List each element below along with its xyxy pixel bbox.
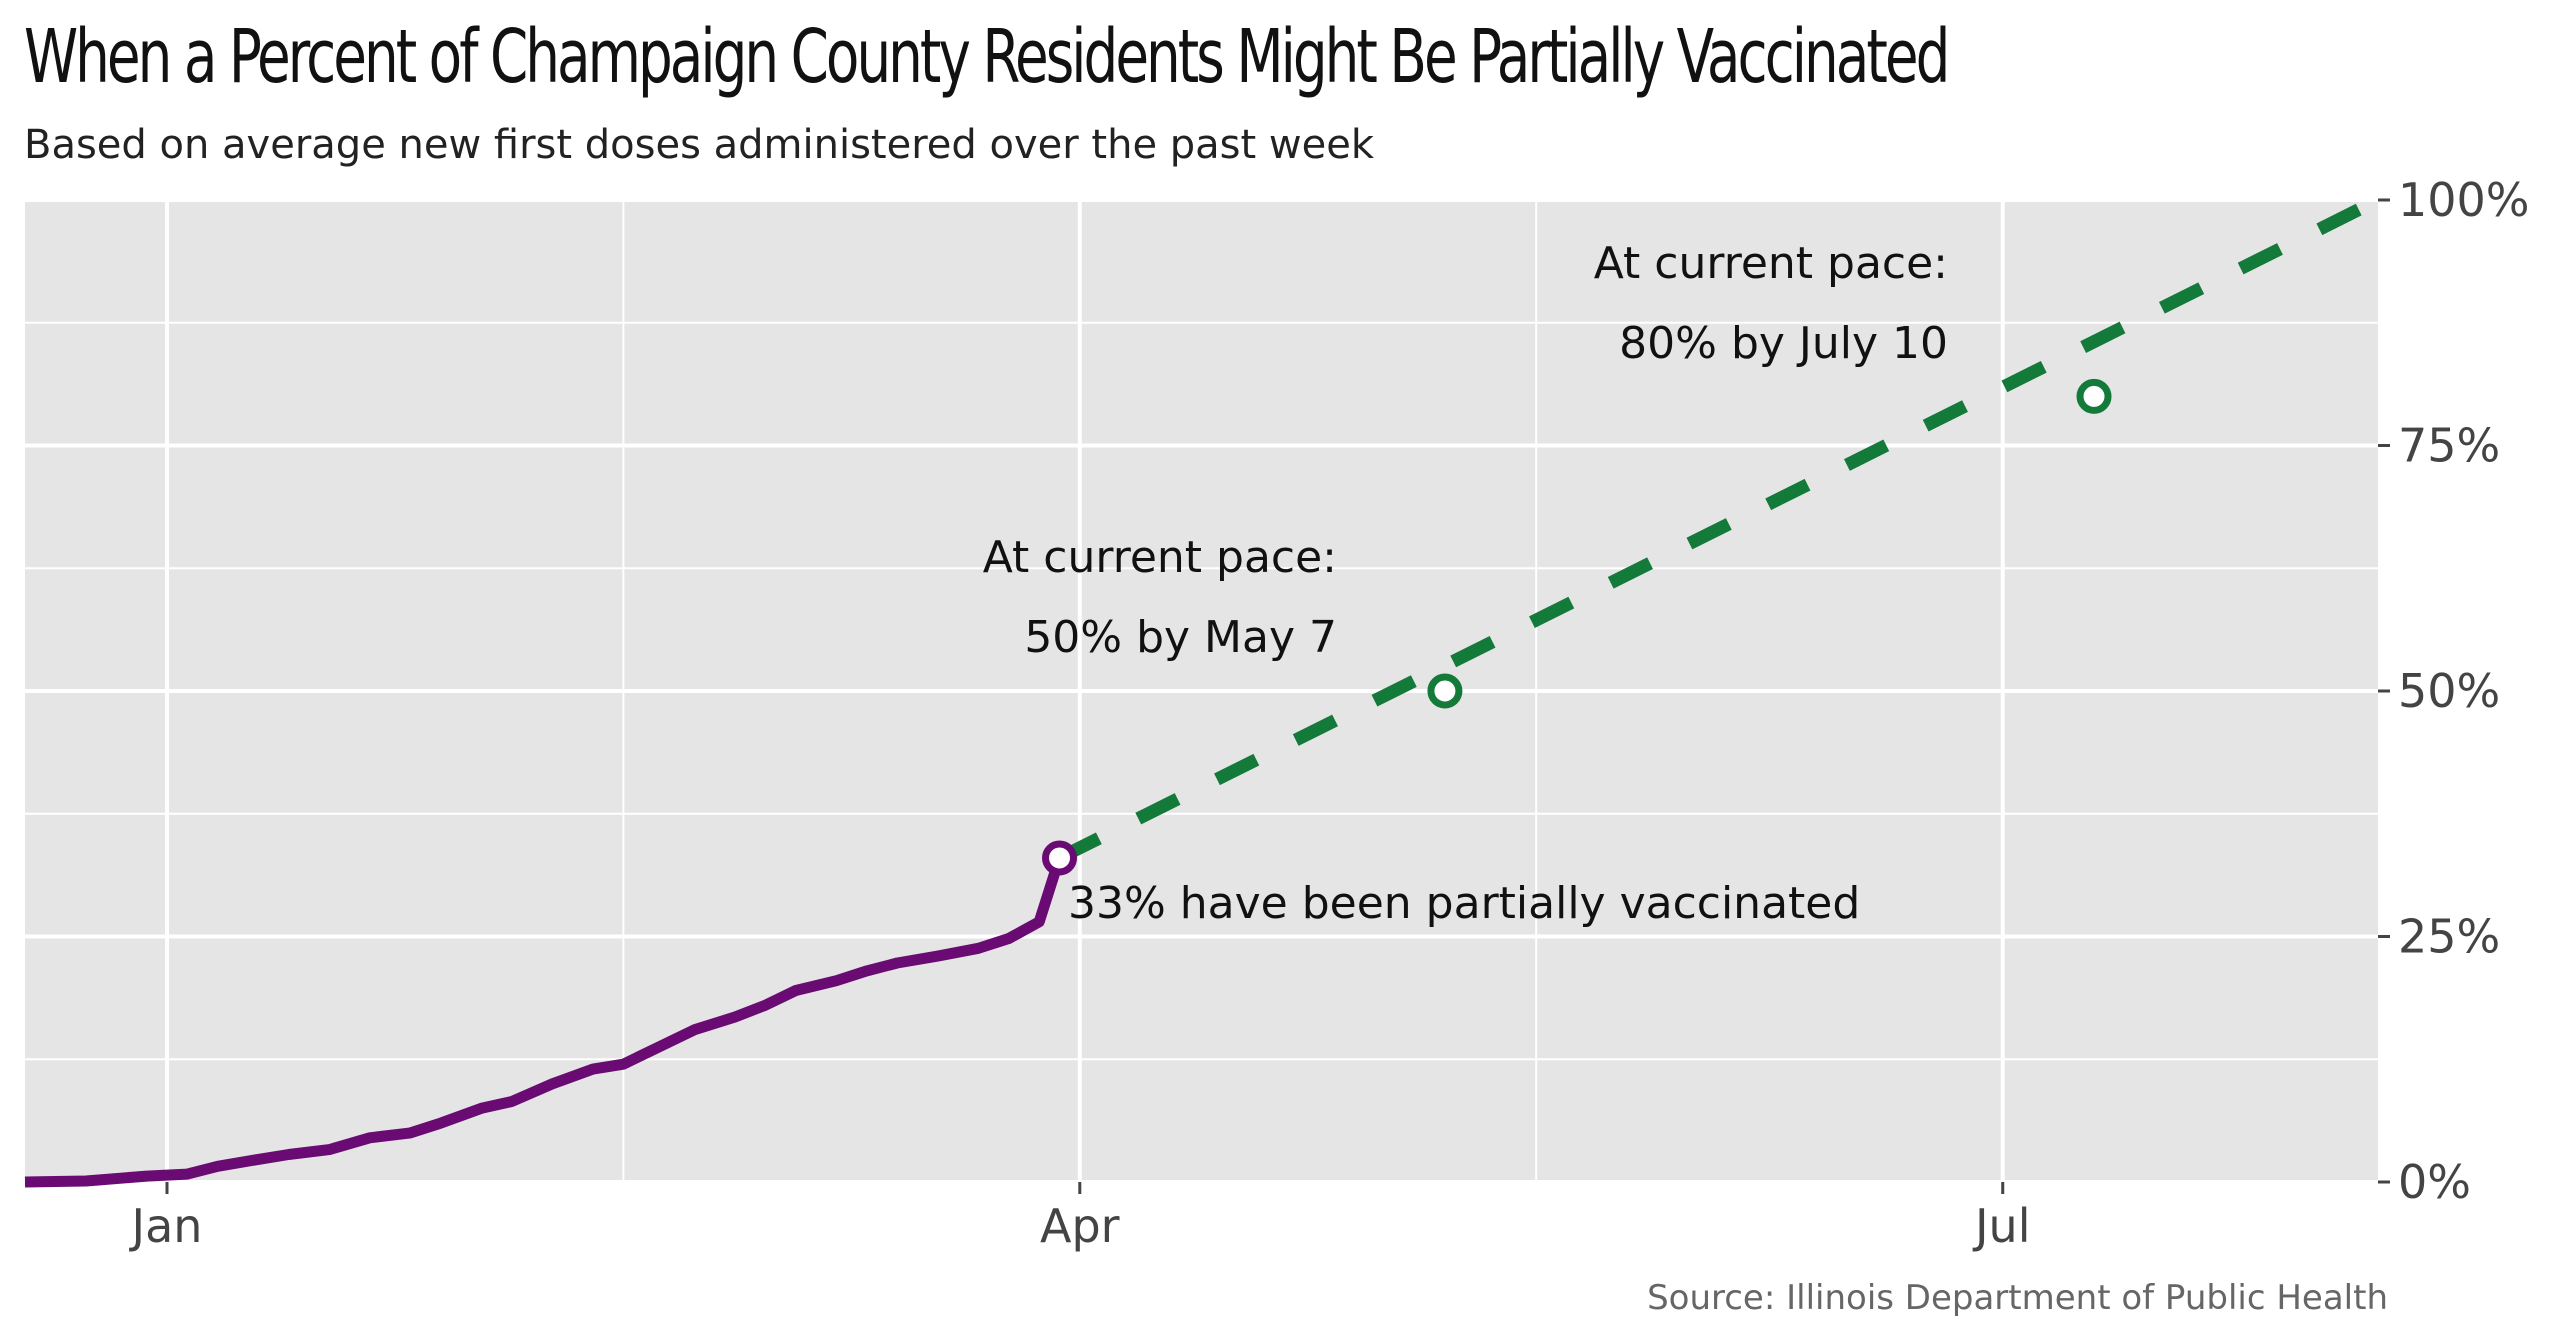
source-note: Source: Illinois Department of Public He… xyxy=(1647,1278,2388,1318)
y-tick-label: 100% xyxy=(2398,173,2530,227)
annotation-text: 80% by July 10 xyxy=(1619,318,1948,369)
annotations: 33% have been partially vaccinated At cur… xyxy=(983,238,1948,929)
y-tick-label: 50% xyxy=(2398,664,2500,718)
point-marker xyxy=(1427,673,1463,709)
actual-line xyxy=(24,856,1065,1188)
axes: 0% 25% 50% 75% 100% Jan Apr Jul xyxy=(129,173,2530,1253)
x-tick-label: Jul xyxy=(1972,1199,2031,1253)
annotation-text: At current pace: xyxy=(1594,238,1948,289)
point-marker xyxy=(2076,378,2112,414)
x-tick-label: Apr xyxy=(1040,1199,1120,1253)
markers xyxy=(1042,378,2112,876)
point-marker xyxy=(1042,840,1078,876)
grid-lines xyxy=(25,198,2378,1184)
series xyxy=(24,194,2381,1188)
annotation-text: 33% have been partially vaccinated xyxy=(1068,878,1860,929)
y-tick-label: 25% xyxy=(2398,910,2500,964)
annotation-text: At current pace: xyxy=(983,532,1337,583)
y-tick-label: 75% xyxy=(2398,419,2500,473)
chart-subtitle: Based on average new first doses adminis… xyxy=(24,122,1375,168)
x-tick-label: Jan xyxy=(129,1199,203,1253)
chart-title: When a Percent of Champaign County Resid… xyxy=(24,14,1950,100)
projection-line xyxy=(1056,194,2381,864)
annotation-text: 50% by May 7 xyxy=(1024,612,1337,663)
y-tick-label: 0% xyxy=(2398,1155,2471,1209)
